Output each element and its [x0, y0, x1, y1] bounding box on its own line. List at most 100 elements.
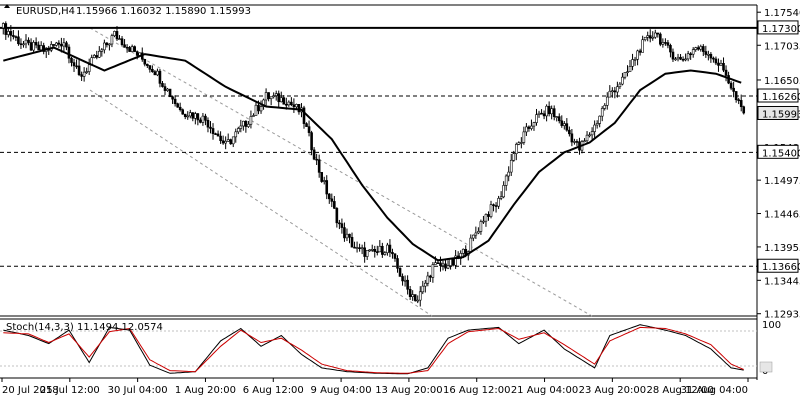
price-tick-label-5: 1.14465 [764, 210, 800, 221]
candle-body [507, 171, 511, 177]
candle-body [429, 275, 432, 278]
candle-body [320, 172, 323, 182]
level-label-2: 1.15993 [762, 109, 800, 120]
candle-body [388, 244, 392, 253]
candle-body [67, 46, 71, 59]
collapse-arrow-icon[interactable] [4, 4, 10, 8]
candle-body [666, 42, 670, 46]
candle-body [27, 39, 30, 43]
candle-body [588, 134, 591, 137]
candle-body [267, 92, 270, 100]
level-label-box-3 [757, 144, 799, 159]
candle-body [130, 46, 134, 52]
candle-body [583, 140, 586, 143]
candle-body [674, 58, 677, 61]
candle-body [330, 198, 334, 202]
candle-body [244, 120, 248, 127]
candle-body [194, 113, 197, 119]
candle-body [603, 105, 607, 109]
price-tick-label-7: 1.13445 [764, 276, 800, 287]
candle-body [312, 149, 316, 160]
candle-body [545, 105, 548, 117]
candle-body [338, 222, 341, 225]
candle-body [550, 108, 553, 115]
candle-body [699, 46, 703, 50]
candle-body [547, 105, 551, 115]
candle-body [512, 153, 516, 161]
candle-body [451, 258, 455, 266]
candle-body [355, 247, 359, 249]
candle-body [166, 88, 169, 91]
candle-body [343, 227, 346, 239]
candle-body [729, 82, 733, 89]
candle-body [484, 214, 488, 222]
candle-body [598, 115, 601, 124]
candle-body [403, 279, 407, 282]
candle-body [151, 68, 154, 72]
candle-body [335, 208, 339, 224]
candle-body [345, 233, 349, 239]
candle-body [226, 139, 230, 142]
candle-body [514, 144, 518, 154]
candle-body [479, 221, 483, 232]
candle-body [375, 251, 379, 253]
candle-body [307, 126, 311, 133]
channel-upper-line[interactable] [89, 27, 593, 317]
candle-body [315, 158, 318, 161]
candle-body [691, 49, 695, 55]
candle-body [257, 104, 260, 112]
candle-body [262, 99, 265, 108]
candle-body [247, 123, 250, 127]
candle-body [173, 98, 177, 105]
candle-body [520, 142, 523, 144]
candle-body [201, 115, 205, 123]
candle-body [118, 38, 121, 40]
candle-body [418, 291, 422, 301]
candle-body [732, 87, 735, 92]
candle-body [439, 262, 442, 266]
candle-body [590, 131, 594, 136]
candle-body [236, 128, 240, 133]
candle-body [535, 114, 538, 123]
candlestick-series [1, 21, 746, 307]
candle-body [7, 31, 10, 35]
candle-body [396, 258, 399, 269]
channel-lower-line[interactable] [89, 89, 433, 317]
candle-body [487, 214, 490, 217]
candle-body [474, 232, 478, 236]
candle-body [19, 43, 23, 45]
price-tick-label-8: 1.12935 [764, 310, 800, 321]
candle-body [398, 267, 402, 277]
candle-body [416, 299, 420, 302]
candle-body [618, 83, 622, 88]
descending-channel[interactable] [89, 27, 593, 317]
candle-body [386, 244, 389, 254]
candle-body [679, 56, 682, 60]
candle-body [411, 294, 414, 297]
candle-body [264, 92, 268, 101]
candle-body [613, 90, 617, 93]
candle-body [689, 53, 692, 56]
level-label-box-2 [757, 105, 799, 120]
candle-body [631, 59, 634, 67]
candle-body [183, 113, 187, 117]
candle-body [671, 51, 675, 60]
candle-body [454, 255, 457, 266]
time-tick-label-3: 1 Aug 20:00 [175, 385, 236, 396]
candle-body [436, 262, 440, 264]
stoch-d-line [3, 326, 744, 374]
candle-body [724, 69, 728, 76]
candle-body [694, 47, 698, 50]
candle-body [497, 198, 500, 207]
candle-body [676, 56, 680, 60]
candle-body [638, 50, 642, 53]
candle-body [186, 115, 190, 118]
candle-body [600, 108, 604, 117]
candle-body [502, 185, 505, 198]
price-tick-label-1: 1.17035 [764, 41, 800, 52]
candle-body [719, 63, 723, 66]
candle-body [277, 93, 281, 103]
candle-body [646, 35, 650, 38]
